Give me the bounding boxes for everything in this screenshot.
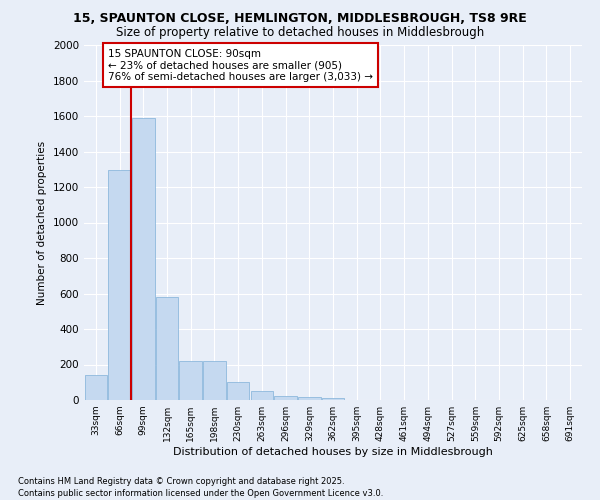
Text: Contains public sector information licensed under the Open Government Licence v3: Contains public sector information licen…: [18, 489, 383, 498]
Bar: [203, 361, 226, 400]
Text: 15 SPAUNTON CLOSE: 90sqm
← 23% of detached houses are smaller (905)
76% of semi-: 15 SPAUNTON CLOSE: 90sqm ← 23% of detach…: [108, 48, 373, 82]
Bar: [132, 118, 155, 400]
Bar: [251, 391, 273, 400]
Bar: [298, 398, 320, 400]
Text: Size of property relative to detached houses in Middlesbrough: Size of property relative to detached ho…: [116, 26, 484, 39]
Bar: [274, 396, 297, 400]
Bar: [322, 398, 344, 400]
Bar: [156, 297, 178, 400]
Bar: [109, 170, 131, 400]
Text: 15, SPAUNTON CLOSE, HEMLINGTON, MIDDLESBROUGH, TS8 9RE: 15, SPAUNTON CLOSE, HEMLINGTON, MIDDLESB…: [73, 12, 527, 26]
Text: Contains HM Land Registry data © Crown copyright and database right 2025.: Contains HM Land Registry data © Crown c…: [18, 478, 344, 486]
X-axis label: Distribution of detached houses by size in Middlesbrough: Distribution of detached houses by size …: [173, 447, 493, 457]
Bar: [179, 361, 202, 400]
Bar: [227, 382, 250, 400]
Y-axis label: Number of detached properties: Number of detached properties: [37, 140, 47, 304]
Bar: [85, 375, 107, 400]
